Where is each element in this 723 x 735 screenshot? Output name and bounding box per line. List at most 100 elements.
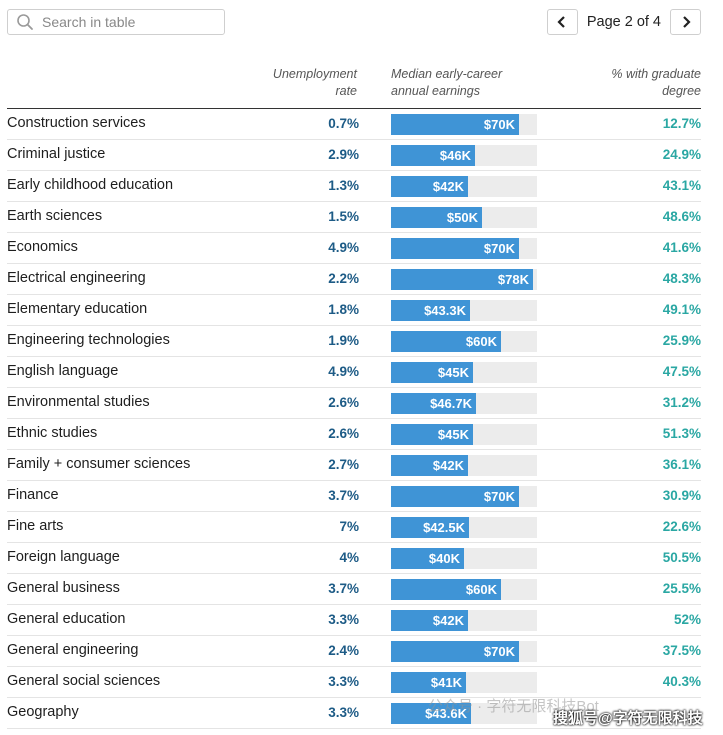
major-name: Earth sciences [7, 208, 103, 224]
graduate-degree-percent: 51.3% [662, 426, 701, 441]
earnings-bar-track: $70K [391, 238, 537, 259]
major-name: General business [7, 580, 120, 596]
earnings-label: $70K [483, 644, 515, 659]
earnings-label: $60K [465, 582, 497, 597]
major-name: General social sciences [7, 673, 161, 689]
unemployment-rate: 2.9% [328, 147, 359, 162]
earnings-bar: $70K [391, 238, 519, 259]
graduate-degree-percent: 25.9% [662, 333, 701, 348]
column-header-unemployment[interactable]: Unemployment rate [247, 66, 357, 100]
search-icon [17, 14, 33, 30]
search-box[interactable] [7, 9, 225, 35]
table-row: Economics 4.9% $70K 41.6% [7, 233, 701, 264]
major-name: General education [7, 611, 126, 627]
table-row: Fine arts 7% $42.5K 22.6% [7, 512, 701, 543]
table-row: Engineering technologies 1.9% $60K 25.9% [7, 326, 701, 357]
table-row: Family + consumer sciences 2.7% $42K 36.1% [7, 450, 701, 481]
table-row: Construction services 0.7% $70K 12.7% [7, 109, 701, 140]
major-name: Family + consumer sciences [7, 456, 191, 472]
graduate-degree-percent: 37.5% [662, 643, 701, 658]
major-name: Geography [7, 704, 79, 720]
unemployment-rate: 4.9% [328, 364, 359, 379]
table-row: General education 3.3% $42K 52% [7, 605, 701, 636]
earnings-bar-track: $46K [391, 145, 537, 166]
earnings-bar: $46.7K [391, 393, 476, 414]
major-name: Fine arts [7, 518, 64, 534]
major-name: Construction services [7, 115, 146, 131]
table-row: Finance 3.7% $70K 30.9% [7, 481, 701, 512]
chevron-right-icon [682, 16, 691, 28]
graduate-degree-percent: 24.9% [662, 147, 701, 162]
earnings-bar: $60K [391, 579, 501, 600]
table-row: English language 4.9% $45K 47.5% [7, 357, 701, 388]
earnings-bar-track: $45K [391, 424, 537, 445]
earnings-label: $45K [437, 427, 469, 442]
earnings-bar-track: $40K [391, 548, 537, 569]
graduate-degree-percent: 43.1% [662, 178, 701, 193]
earnings-bar: $42.5K [391, 517, 469, 538]
graduate-degree-percent: 25.5% [662, 581, 701, 596]
unemployment-rate: 3.7% [328, 488, 359, 503]
earnings-bar: $60K [391, 331, 501, 352]
table-row: Ethnic studies 2.6% $45K 51.3% [7, 419, 701, 450]
earnings-label: $70K [483, 489, 515, 504]
earnings-bar-track: $42.5K [391, 517, 537, 538]
unemployment-rate: 2.7% [328, 457, 359, 472]
earnings-bar-track: $70K [391, 641, 537, 662]
earnings-bar: $40K [391, 548, 464, 569]
table-row: Foreign language 4% $40K 50.5% [7, 543, 701, 574]
table-row: Early childhood education 1.3% $42K 43.1% [7, 171, 701, 202]
column-header-line: rate [335, 84, 357, 98]
unemployment-rate: 2.4% [328, 643, 359, 658]
header-divider [7, 108, 701, 109]
unemployment-rate: 2.2% [328, 271, 359, 286]
earnings-bar-track: $78K [391, 269, 537, 290]
earnings-bar-track: $42K [391, 176, 537, 197]
unemployment-rate: 7% [339, 519, 359, 534]
earnings-bar-track: $46.7K [391, 393, 537, 414]
column-header-earnings[interactable]: Median early-career annual earnings [391, 66, 541, 100]
earnings-bar-track: $60K [391, 579, 537, 600]
earnings-label: $42K [432, 179, 464, 194]
unemployment-rate: 2.6% [328, 426, 359, 441]
earnings-bar: $43.3K [391, 300, 470, 321]
graduate-degree-percent: 36.1% [662, 457, 701, 472]
earnings-label: $42K [432, 458, 464, 473]
next-page-button[interactable] [670, 9, 701, 35]
earnings-bar: $45K [391, 362, 473, 383]
earnings-bar: $70K [391, 641, 519, 662]
prev-page-button[interactable] [546, 9, 578, 35]
table-row: Earth sciences 1.5% $50K 48.6% [7, 202, 701, 233]
unemployment-rate: 3.3% [328, 705, 359, 720]
earnings-bar-track: $60K [391, 331, 537, 352]
major-name: Finance [7, 487, 59, 503]
unemployment-rate: 3.7% [328, 581, 359, 596]
earnings-bar: $43.6K [391, 703, 471, 724]
search-input[interactable] [40, 13, 214, 31]
watermark: 公众号 · 字符无限科技Bot [428, 698, 599, 715]
major-name: General engineering [7, 642, 139, 658]
major-name: Ethnic studies [7, 425, 98, 441]
earnings-bar: $50K [391, 207, 482, 228]
major-name: Engineering technologies [7, 332, 170, 348]
earnings-bar: $70K [391, 486, 519, 507]
table-row: General business 3.7% $60K 25.5% [7, 574, 701, 605]
earnings-bar-track: $43.3K [391, 300, 537, 321]
earnings-label: $50K [446, 210, 478, 225]
earnings-bar: $42K [391, 455, 468, 476]
unemployment-rate: 2.6% [328, 395, 359, 410]
unemployment-rate: 0.7% [328, 116, 359, 131]
table-row: General engineering 2.4% $70K 37.5% [7, 636, 701, 667]
table-row: Geography 3.3% $43.6K [7, 698, 701, 729]
earnings-label: $41K [430, 675, 462, 690]
unemployment-rate: 1.8% [328, 302, 359, 317]
graduate-degree-percent: 40.3% [662, 674, 701, 689]
table-row: Electrical engineering 2.2% $78K 48.3% [7, 264, 701, 295]
column-header-line: Median early-career [391, 67, 503, 81]
earnings-bar-track: $43.6K [391, 703, 537, 724]
earnings-label: $43.3K [424, 303, 466, 318]
earnings-label: $40K [428, 551, 460, 566]
column-header-graduate[interactable]: % with graduate degree [571, 66, 701, 100]
table-row: General social sciences 3.3% $41K 40.3% [7, 667, 701, 698]
earnings-bar: $41K [391, 672, 466, 693]
